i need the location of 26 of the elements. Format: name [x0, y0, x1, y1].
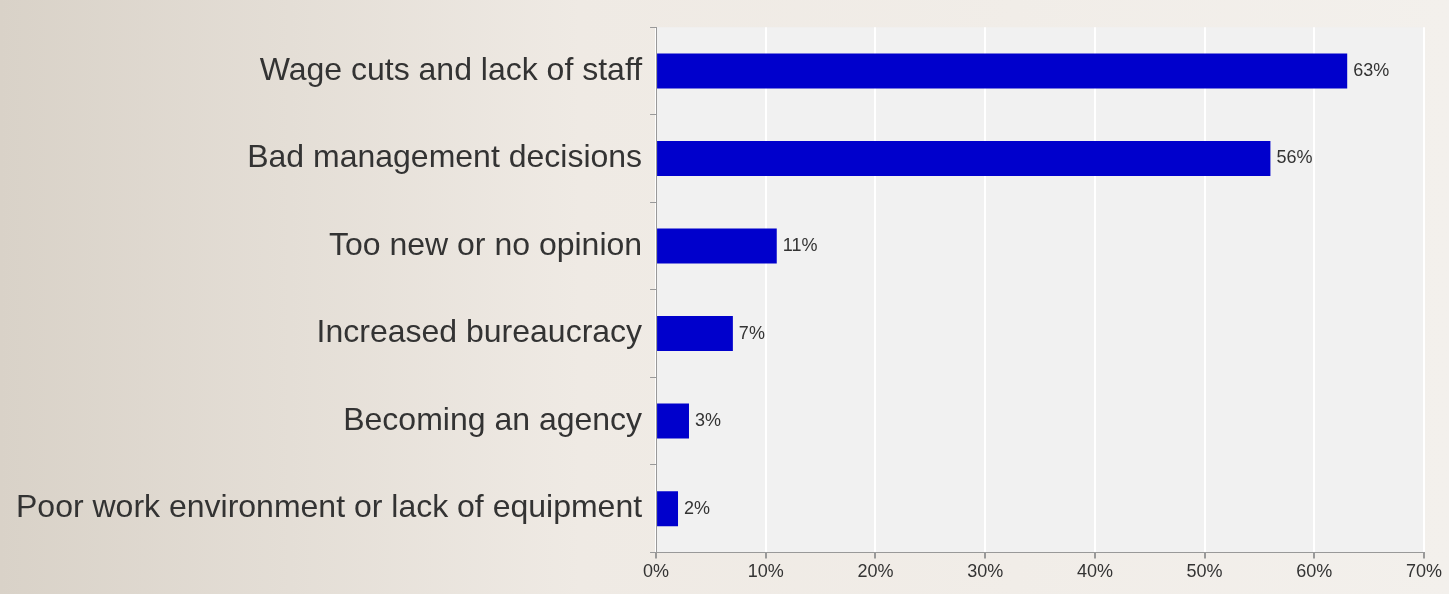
y-tick-label: Poor work environment or lack of equipment [16, 488, 643, 525]
y-tick-label: Too new or no opinion [328, 225, 643, 262]
y-tick-label: Wage cuts and lack of staff [259, 50, 643, 87]
data-label: 56% [1276, 147, 1313, 168]
bar [657, 316, 733, 352]
data-label: 11% [782, 235, 818, 255]
x-tick-label: 60% [1296, 561, 1333, 582]
y-tick-label: Becoming an agency [343, 400, 643, 437]
x-tick-label: 0% [643, 561, 670, 582]
bar [657, 53, 1348, 89]
data-label: 7% [738, 322, 765, 343]
y-tick-label: Bad management decisions [247, 138, 643, 175]
x-tick-label: 10% [747, 561, 784, 582]
y-tick-label: Increased bureaucracy [316, 313, 643, 350]
data-label: 3% [694, 410, 721, 431]
bar [657, 403, 689, 439]
x-tick-label: 70% [1405, 561, 1443, 582]
bar [657, 491, 679, 527]
x-tick-label: 40% [1076, 561, 1113, 582]
bar [657, 228, 777, 264]
bar [657, 140, 1271, 177]
x-tick-label: 50% [1186, 561, 1223, 582]
data-label: 2% [684, 497, 711, 518]
data-label: 63% [1353, 59, 1390, 80]
x-tick-label: 30% [967, 561, 1004, 582]
x-tick-label: 20% [857, 561, 894, 582]
